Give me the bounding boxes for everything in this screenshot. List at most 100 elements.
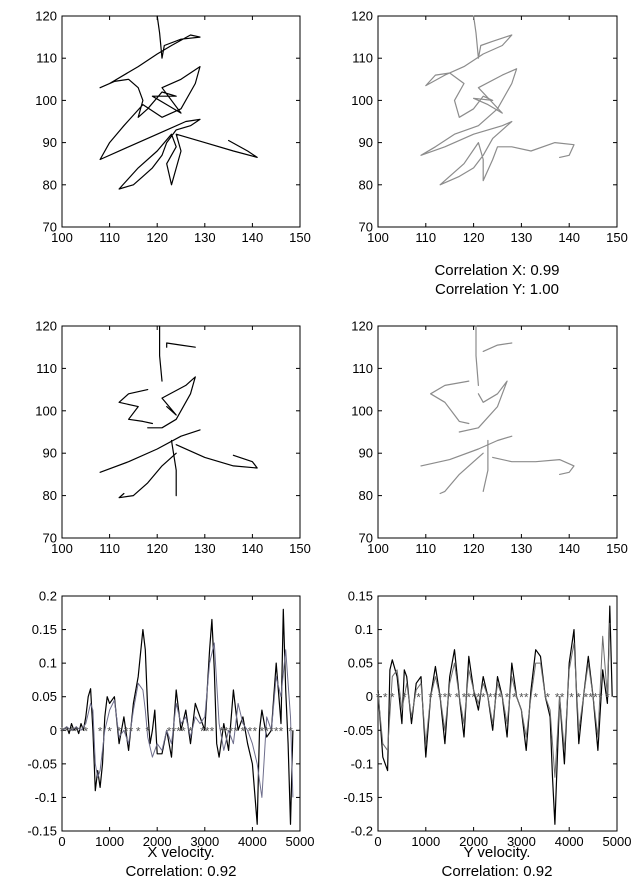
panel-generated-y-trajectory-stroke-7 bbox=[439, 452, 484, 495]
panel-generated-x-y-tick-label: 80 bbox=[359, 177, 373, 192]
panel-x-velocity-zero-crossing-marker: * bbox=[181, 724, 186, 738]
panel-y-velocity-zero-crossing-marker: * bbox=[447, 691, 452, 705]
panel-x-velocity-zero-crossing-marker: * bbox=[210, 724, 215, 738]
panel-generated-x-x-tick-label: 100 bbox=[367, 230, 389, 245]
panel-y-velocity-y-tick-label: -0.15 bbox=[343, 790, 373, 805]
panel-generated-y-y-tick-label: 70 bbox=[359, 531, 373, 546]
panel-original-y-axes-frame bbox=[61, 325, 301, 539]
panel-y-velocity-zero-crossing-marker: * bbox=[476, 691, 481, 705]
panel-generated-y-plot: 100 110 120 130 140 150 70 80 90 100 110 120 bbox=[351, 319, 628, 557]
panel-original-x-y-tick-label: 90 bbox=[43, 135, 57, 150]
panel-original-x-y-tick-label: 80 bbox=[43, 177, 57, 192]
panel-y-velocity: 0 1000 2000 3000 4000 5000 -0.2 -0.15 -0.1 -0.05 0… bbox=[343, 589, 631, 881]
panel-x-velocity-zero-crossing-marker: * bbox=[64, 724, 69, 738]
panel-original-y-y-tick-label: 70 bbox=[43, 531, 57, 546]
panel-x-velocity-zero-crossing-marker: * bbox=[233, 724, 238, 738]
panel-y-velocity-zero-crossing-marker: * bbox=[588, 691, 593, 705]
panel-original-y-x-tick-label: 140 bbox=[242, 541, 264, 556]
panel-generated-x-caption-2: Correlation Y: 1.00 bbox=[435, 281, 559, 298]
panel-x-velocity-zero-crossing-marker: * bbox=[248, 724, 253, 738]
panel-generated-y-y-tick-label: 100 bbox=[351, 403, 373, 418]
panel-original-y-trajectory-stroke-5 bbox=[99, 429, 201, 473]
panel-y-velocity-y-tick-label: -0.1 bbox=[351, 756, 373, 771]
panel-y-velocity-x-tick-label: 2000 bbox=[459, 834, 488, 849]
panel-x-velocity-x-tick-label: 1000 bbox=[95, 834, 124, 849]
panel-original-y-x-tick-label: 130 bbox=[194, 541, 216, 556]
panel-generated-y-x-tick-label: 130 bbox=[511, 541, 533, 556]
panel-original-x-x-tick-label: 130 bbox=[194, 230, 216, 245]
panel-x-velocity-zero-crossing-marker: * bbox=[200, 724, 205, 738]
panel-x-velocity-y-tick-label: 0.15 bbox=[32, 622, 57, 637]
panel-y-velocity-zero-crossing-marker: * bbox=[524, 691, 529, 705]
panel-x-velocity-x-tick-label: 3000 bbox=[190, 834, 219, 849]
panel-x-velocity-generated-line bbox=[61, 642, 294, 798]
panel-x-velocity-zero-crossing-marker: * bbox=[224, 724, 229, 738]
panel-y-velocity-y-tick-label: -0.05 bbox=[343, 723, 373, 738]
panel-y-velocity-zero-crossing-marker: * bbox=[455, 691, 460, 705]
panel-x-velocity-zero-crossing-marker: * bbox=[83, 724, 88, 738]
panel-y-velocity-zero-crossing-marker: * bbox=[569, 691, 574, 705]
panel-original-x-y-tick-label: 120 bbox=[35, 9, 57, 24]
panel-y-velocity-zero-crossing-marker: * bbox=[376, 691, 381, 705]
panel-x-velocity-zero-crossing-marker: * bbox=[205, 724, 210, 738]
panel-x-velocity-zero-crossing-marker: * bbox=[74, 724, 79, 738]
panel-x-velocity-x-tick-label: 0 bbox=[58, 834, 65, 849]
panel-x-velocity-zero-crossing-marker: * bbox=[288, 724, 293, 738]
panel-generated-x-axes-frame bbox=[377, 15, 618, 228]
panel-original-y-y-tick-label: 100 bbox=[35, 403, 57, 418]
panel-generated-y-x-tick-label: 120 bbox=[463, 541, 485, 556]
panel-y-velocity-zero-crossing-marker: * bbox=[488, 691, 493, 705]
panel-generated-y-trajectory-stroke-3 bbox=[430, 380, 470, 425]
panel-x-velocity-measured-line bbox=[61, 608, 294, 825]
panel-generated-x-x-tick-label: 130 bbox=[511, 230, 533, 245]
panel-original-x-x-tick-label: 110 bbox=[99, 230, 120, 245]
panel-x-velocity-zero-crossing-marker: * bbox=[219, 724, 224, 738]
panel-y-velocity-axes-frame bbox=[377, 595, 618, 832]
panel-original-y-trajectory-stroke-1 bbox=[159, 325, 163, 382]
panel-original-y-y-tick-label: 120 bbox=[35, 319, 57, 334]
panel-y-velocity-zero-crossing-marker: * bbox=[493, 691, 498, 705]
panel-x-velocity-zero-crossing-marker: * bbox=[188, 724, 193, 738]
panel-original-y-trajectory-stroke-6 bbox=[170, 439, 177, 497]
panel-x-velocity-zero-crossing-marker: * bbox=[167, 724, 172, 738]
panel-original-y-x-tick-label: 120 bbox=[146, 541, 168, 556]
panel-y-velocity-zero-crossing-marker: * bbox=[402, 691, 407, 705]
panel-y-velocity-zero-crossing-marker: * bbox=[416, 691, 421, 705]
panel-original-y-y-tick-label: 110 bbox=[36, 361, 57, 376]
panel-generated-x-caption-1: Correlation X: 0.99 bbox=[434, 262, 559, 279]
panel-x-velocity-y-tick-label: 0 bbox=[50, 723, 57, 738]
panel-generated-x-plot: 100 110 120 130 140 150 70 80 90 100 110 120 bbox=[351, 9, 628, 246]
panel-generated-y-y-tick-label: 120 bbox=[351, 319, 373, 334]
panel-generated-x: 100 110 120 130 140 150 70 80 90 100 110 120 Correl… bbox=[351, 9, 628, 299]
panel-original-x-y-tick-label: 70 bbox=[43, 220, 57, 235]
panel-y-velocity-zero-crossing-marker: * bbox=[462, 691, 467, 705]
panel-x-velocity-x-tick-label: 2000 bbox=[143, 834, 172, 849]
panel-y-velocity-zero-crossing-marker: * bbox=[390, 691, 395, 705]
panel-original-y-x-tick-label: 110 bbox=[99, 541, 120, 556]
panel-original-x-y-tick-label: 110 bbox=[36, 51, 57, 66]
panel-x-velocity-zero-crossing-marker: * bbox=[252, 724, 257, 738]
panel-y-velocity-zero-crossing-marker: * bbox=[443, 691, 448, 705]
panel-generated-x-y-tick-label: 100 bbox=[351, 93, 373, 108]
panel-original-x-x-tick-label: 140 bbox=[242, 230, 264, 245]
panel-original-y-trajectory-stroke-4 bbox=[147, 376, 196, 429]
panel-generated-y-trajectory-stroke-6 bbox=[482, 439, 489, 492]
panel-generated-x-x-tick-label: 110 bbox=[415, 230, 436, 245]
panel-original-y-x-tick-label: 150 bbox=[289, 541, 311, 556]
panel-original-x-y-tick-label: 100 bbox=[35, 93, 57, 108]
panel-y-velocity-y-tick-label: -0.2 bbox=[351, 824, 373, 839]
panel-generated-x-y-tick-label: 120 bbox=[351, 9, 373, 24]
panel-y-velocity-x-tick-label: 4000 bbox=[555, 834, 584, 849]
panel-x-velocity-y-tick-label: 0.1 bbox=[39, 656, 57, 671]
panel-y-velocity-zero-crossing-marker: * bbox=[383, 691, 388, 705]
panel-generated-y-x-tick-label: 150 bbox=[606, 541, 628, 556]
panel-y-velocity-zero-crossing-marker: * bbox=[576, 691, 581, 705]
panel-original-x-trajectory-stroke-1 bbox=[99, 15, 258, 190]
panel-generated-x-trajectory-stroke-1 bbox=[420, 15, 575, 186]
panel-generated-x-x-tick-label: 150 bbox=[606, 230, 628, 245]
panel-y-velocity-zero-crossing-marker: * bbox=[584, 691, 589, 705]
panel-x-velocity-y-tick-label: 0.2 bbox=[39, 589, 57, 604]
panel-x-velocity-y-tick-label: -0.05 bbox=[27, 756, 57, 771]
panel-original-x-x-tick-label: 150 bbox=[289, 230, 311, 245]
